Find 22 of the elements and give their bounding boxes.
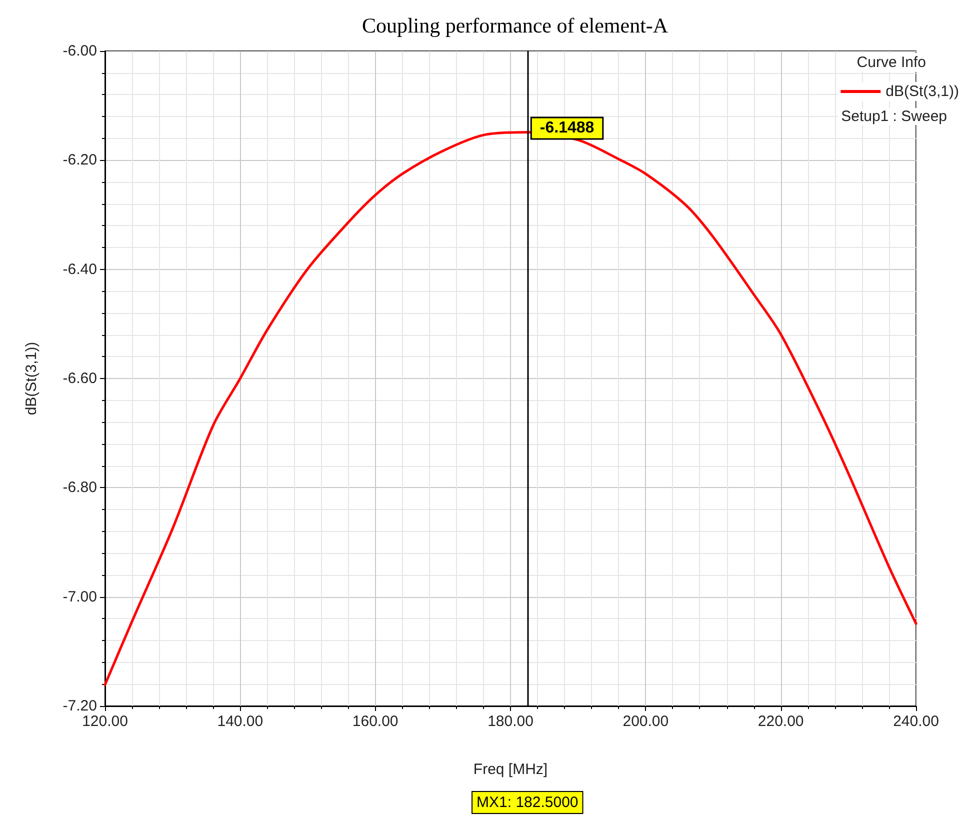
y-tick-label: -6.00 xyxy=(62,42,97,60)
annotation: Setup1 : Sweep xyxy=(841,108,948,125)
legend-title: Curve Info xyxy=(856,54,926,71)
x-tick-label: 200.00 xyxy=(622,713,669,730)
y-axis-title: dB(St(3,1)) xyxy=(23,342,40,416)
chart-title: Coupling performance of element-A xyxy=(362,14,669,38)
y-tick-label: -6.40 xyxy=(62,260,97,278)
annotation: -6.1488 xyxy=(540,120,594,137)
x-tick-label: 180.00 xyxy=(488,713,534,730)
x-tick-label: 160.00 xyxy=(352,713,398,730)
y-tick-label: -6.80 xyxy=(62,479,97,496)
x-tick-label: 220.00 xyxy=(758,713,804,730)
y-tick-label: -6.20 xyxy=(62,152,97,169)
y-tick-label: -7.20 xyxy=(62,698,97,714)
legend-label: dB(St(3,1)) xyxy=(886,83,960,100)
x-tick-label: 120.00 xyxy=(82,713,128,730)
y-tick-label: -7.00 xyxy=(62,588,97,606)
ref-line-label: MX1: 182.5000 xyxy=(476,794,578,811)
x-axis-title: Freq [MHz] xyxy=(473,761,548,778)
x-tick-label: 140.00 xyxy=(217,713,264,730)
y-tick-label: -6.60 xyxy=(62,370,97,387)
x-tick-label: 240.00 xyxy=(893,713,939,730)
